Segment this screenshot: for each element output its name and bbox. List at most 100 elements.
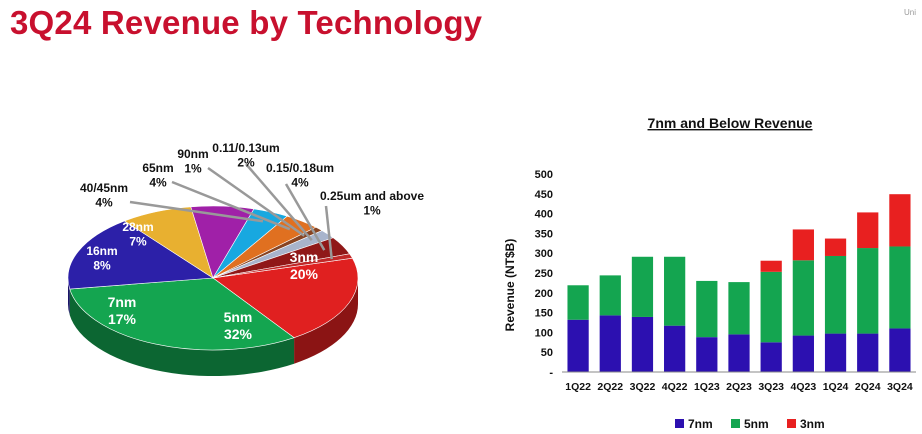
bar-3nm-1q24 [824, 238, 847, 256]
pie-label-5nm: 5nm 32% [224, 309, 253, 342]
pie-label-value: 4% [149, 175, 167, 189]
legend-swatch-3nm [787, 419, 796, 428]
pie-label-name: 7nm [108, 294, 137, 310]
bar-5nm-1q24 [824, 255, 847, 334]
x-tick-label: 2Q23 [726, 381, 752, 393]
pie-label-90nm: 90nm 1% [177, 147, 208, 175]
bar-3nm-3q23 [760, 260, 782, 272]
pie-tops [67, 205, 359, 351]
pie-label-name: 0.15/0.18um [266, 161, 334, 175]
bar-5nm-1q22 [567, 285, 589, 320]
pie-label-name: 90nm [177, 147, 208, 161]
pie-leader-65nm [171, 180, 291, 231]
y-tick-label: 350 [535, 228, 553, 240]
bar-stacks [567, 194, 911, 372]
pie-labels: 3nm 20%5nm 32%7nm 17%16nm 8%28nm 7%40/45nm 4%6… [80, 141, 424, 342]
pie-leader-0-11-0-13um [245, 163, 313, 242]
bar-7nm-2q24 [857, 333, 879, 372]
x-tick-label: 4Q22 [662, 381, 688, 393]
bar-7nm-3q23 [760, 342, 782, 372]
bar-3nm-3q24 [889, 194, 911, 247]
bar-5nm-2q23 [728, 282, 750, 335]
pie-label-name: 65nm [142, 161, 173, 175]
pie-label-value: 1% [363, 203, 381, 217]
pie-label-0-11-0-13um: 0.11/0.13um 2% [212, 141, 279, 169]
y-tick-label: 250 [535, 268, 553, 280]
pie-label-28nm: 28nm 7% [122, 220, 153, 248]
pie-side-3nm [294, 278, 358, 364]
bar-5nm-2q24 [857, 248, 879, 334]
bar-3nm-2q24 [857, 212, 879, 249]
pie-slice-7nm [67, 220, 214, 290]
pie-label-value: 32% [224, 326, 253, 342]
legend-swatch-7nm [675, 419, 684, 428]
pie-label-name: 28nm [122, 220, 153, 234]
y-tick-label: - [549, 367, 553, 379]
page-title: 3Q24 Revenue by Technology [10, 4, 483, 41]
pie-side-5nm [69, 289, 295, 376]
pie-leader-40-45nm [129, 200, 264, 223]
bar-5nm-2q22 [599, 275, 621, 316]
bar-7nm-1q24 [824, 333, 847, 372]
legend-label-5nm: 5nm [744, 417, 769, 431]
y-tick-label: 100 [535, 327, 553, 339]
pie-label-name: 16nm [86, 244, 117, 258]
bar-chart-title: 7nm and Below Revenue [648, 115, 813, 131]
bar-7nm-3q24 [889, 328, 911, 372]
bar-5nm-1q23 [696, 280, 718, 338]
y-tick-label: 300 [535, 248, 553, 260]
pie-label-name: 3nm [290, 249, 319, 265]
y-axis-ticks: - 50 100 150 200 250 300 350 400 450 500 [535, 169, 554, 379]
pie-sides [68, 278, 358, 376]
x-axis-ticks: 1Q22 2Q22 3Q22 4Q22 1Q23 2Q23 3Q23 4Q23 1Q24 2Q24… [565, 381, 913, 393]
pie-label-0-25um-and-above: 0.25um and above 1% [320, 189, 424, 217]
pie-label-value: 4% [95, 195, 113, 209]
pie-label-value: 4% [291, 175, 309, 189]
y-tick-label: 150 [535, 308, 553, 320]
bar-7nm-2q22 [599, 315, 621, 372]
y-axis-label: Revenue (NT$B) [503, 239, 517, 332]
bar-5nm-3q22 [631, 256, 654, 317]
x-tick-label: 4Q23 [791, 381, 817, 393]
corner-mark: Uni [903, 8, 916, 17]
bar-7nm-3q22 [631, 316, 654, 372]
bar-3nm-4q23 [792, 229, 814, 261]
x-tick-label: 2Q24 [855, 381, 881, 393]
pie-side-7nm [68, 278, 70, 316]
pie-slice-3nm [212, 257, 359, 339]
y-tick-label: 50 [541, 347, 553, 359]
pie-leaders [129, 163, 333, 260]
x-tick-label: 1Q24 [823, 381, 849, 393]
x-tick-label: 1Q23 [694, 381, 720, 393]
pie-label-name: 5nm [224, 309, 253, 325]
pie-label-40-45nm: 40/45nm 4% [80, 181, 128, 209]
pie-label-name: 40/45nm [80, 181, 128, 195]
pie-label-65nm: 65nm 4% [142, 161, 173, 189]
pie-label-value: 17% [108, 311, 137, 327]
y-tick-label: 500 [535, 169, 553, 181]
pie-label-value: 20% [290, 266, 319, 282]
pie-label-name: 0.11/0.13um [212, 141, 279, 155]
x-tick-label: 1Q22 [565, 381, 591, 393]
x-tick-label: 2Q22 [597, 381, 623, 393]
pie-label-name: 0.25um and above [320, 189, 424, 203]
legend-label-3nm: 3nm [800, 417, 825, 431]
pie-slice-5nm [69, 277, 295, 351]
technology-pie-chart: 3nm 20%5nm 32%7nm 17%16nm 8%28nm 7%40/45nm 4%6… [67, 141, 424, 376]
pie-label-value: 2% [237, 155, 255, 169]
bar-7nm-4q23 [792, 335, 814, 372]
y-tick-label: 450 [535, 189, 553, 201]
pie-slice-0-25um-and-above [212, 253, 353, 279]
pie-label-value: 7% [129, 234, 147, 248]
bar-7nm-1q23 [696, 337, 718, 372]
bar-5nm-4q23 [792, 260, 814, 336]
y-tick-label: 400 [535, 209, 553, 221]
pie-label-7nm: 7nm 17% [108, 294, 137, 327]
pie-label-value: 8% [93, 258, 111, 272]
y-tick-label: 200 [535, 288, 553, 300]
pie-leader-0-25um-and-above [324, 205, 333, 260]
legend-swatch-5nm [731, 419, 740, 428]
x-tick-label: 3Q22 [630, 381, 656, 393]
x-tick-label: 3Q23 [758, 381, 784, 393]
bar-5nm-3q23 [760, 271, 782, 343]
